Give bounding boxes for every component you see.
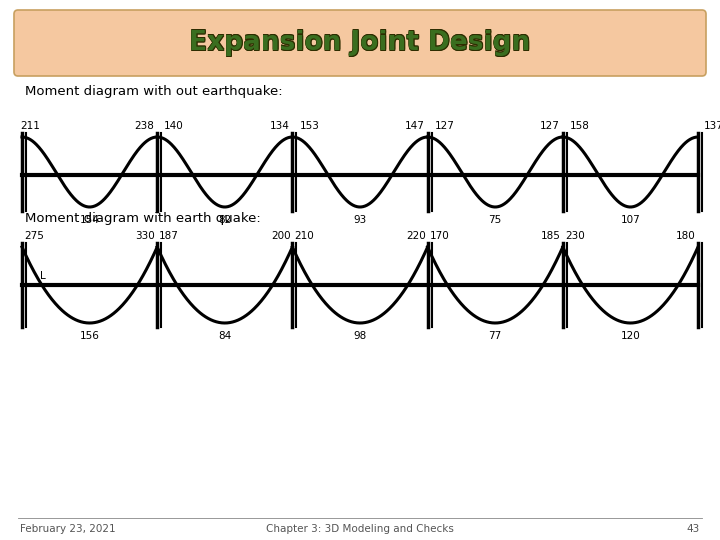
Text: Expansion Joint Design: Expansion Joint Design bbox=[190, 29, 531, 55]
Text: 200: 200 bbox=[271, 231, 290, 241]
Text: 185: 185 bbox=[541, 231, 561, 241]
FancyBboxPatch shape bbox=[14, 10, 706, 76]
Text: Expansion Joint Design: Expansion Joint Design bbox=[189, 31, 530, 57]
Text: 220: 220 bbox=[406, 231, 426, 241]
Text: 77: 77 bbox=[489, 331, 502, 341]
Text: Expansion Joint Design: Expansion Joint Design bbox=[190, 30, 531, 56]
Text: Chapter 3: 3D Modeling and Checks: Chapter 3: 3D Modeling and Checks bbox=[266, 524, 454, 534]
Text: 158: 158 bbox=[570, 121, 590, 131]
Text: Expansion Joint Design: Expansion Joint Design bbox=[189, 29, 531, 55]
Text: 127: 127 bbox=[540, 121, 560, 131]
Text: 120: 120 bbox=[621, 331, 640, 341]
Text: 82: 82 bbox=[218, 215, 231, 225]
Text: Moment diagram with earth quake:: Moment diagram with earth quake: bbox=[25, 212, 261, 225]
Text: 180: 180 bbox=[676, 231, 696, 241]
Text: 238: 238 bbox=[135, 121, 154, 131]
Text: 98: 98 bbox=[354, 331, 366, 341]
Text: Moment diagram with out earthquake:: Moment diagram with out earthquake: bbox=[25, 85, 283, 98]
Text: Expansion Joint Design: Expansion Joint Design bbox=[189, 30, 531, 56]
Text: 107: 107 bbox=[621, 215, 640, 225]
Text: 134: 134 bbox=[269, 121, 289, 131]
Text: 93: 93 bbox=[354, 215, 366, 225]
Text: February 23, 2021: February 23, 2021 bbox=[20, 524, 116, 534]
Text: 43: 43 bbox=[687, 524, 700, 534]
Text: 147: 147 bbox=[405, 121, 425, 131]
Text: Expansion Joint Design: Expansion Joint Design bbox=[189, 31, 531, 57]
Text: 75: 75 bbox=[489, 215, 502, 225]
Text: Expansion Joint Design: Expansion Joint Design bbox=[189, 29, 530, 55]
Text: 140: 140 bbox=[164, 121, 184, 131]
Text: 187: 187 bbox=[159, 231, 179, 241]
Text: 153: 153 bbox=[300, 121, 319, 131]
Text: 156: 156 bbox=[80, 331, 99, 341]
Text: 84: 84 bbox=[218, 331, 231, 341]
Text: 330: 330 bbox=[135, 231, 156, 241]
Text: Expansion Joint Design: Expansion Joint Design bbox=[190, 31, 531, 57]
Text: Expansion Joint Design: Expansion Joint Design bbox=[189, 30, 530, 56]
Text: L: L bbox=[40, 271, 46, 281]
Text: 127: 127 bbox=[435, 121, 454, 131]
Text: 230: 230 bbox=[564, 231, 585, 241]
Text: 137: 137 bbox=[704, 121, 720, 131]
Text: 170: 170 bbox=[430, 231, 449, 241]
Text: 275: 275 bbox=[24, 231, 44, 241]
Text: 154: 154 bbox=[80, 215, 99, 225]
Text: 211: 211 bbox=[20, 121, 40, 131]
Text: 210: 210 bbox=[294, 231, 314, 241]
